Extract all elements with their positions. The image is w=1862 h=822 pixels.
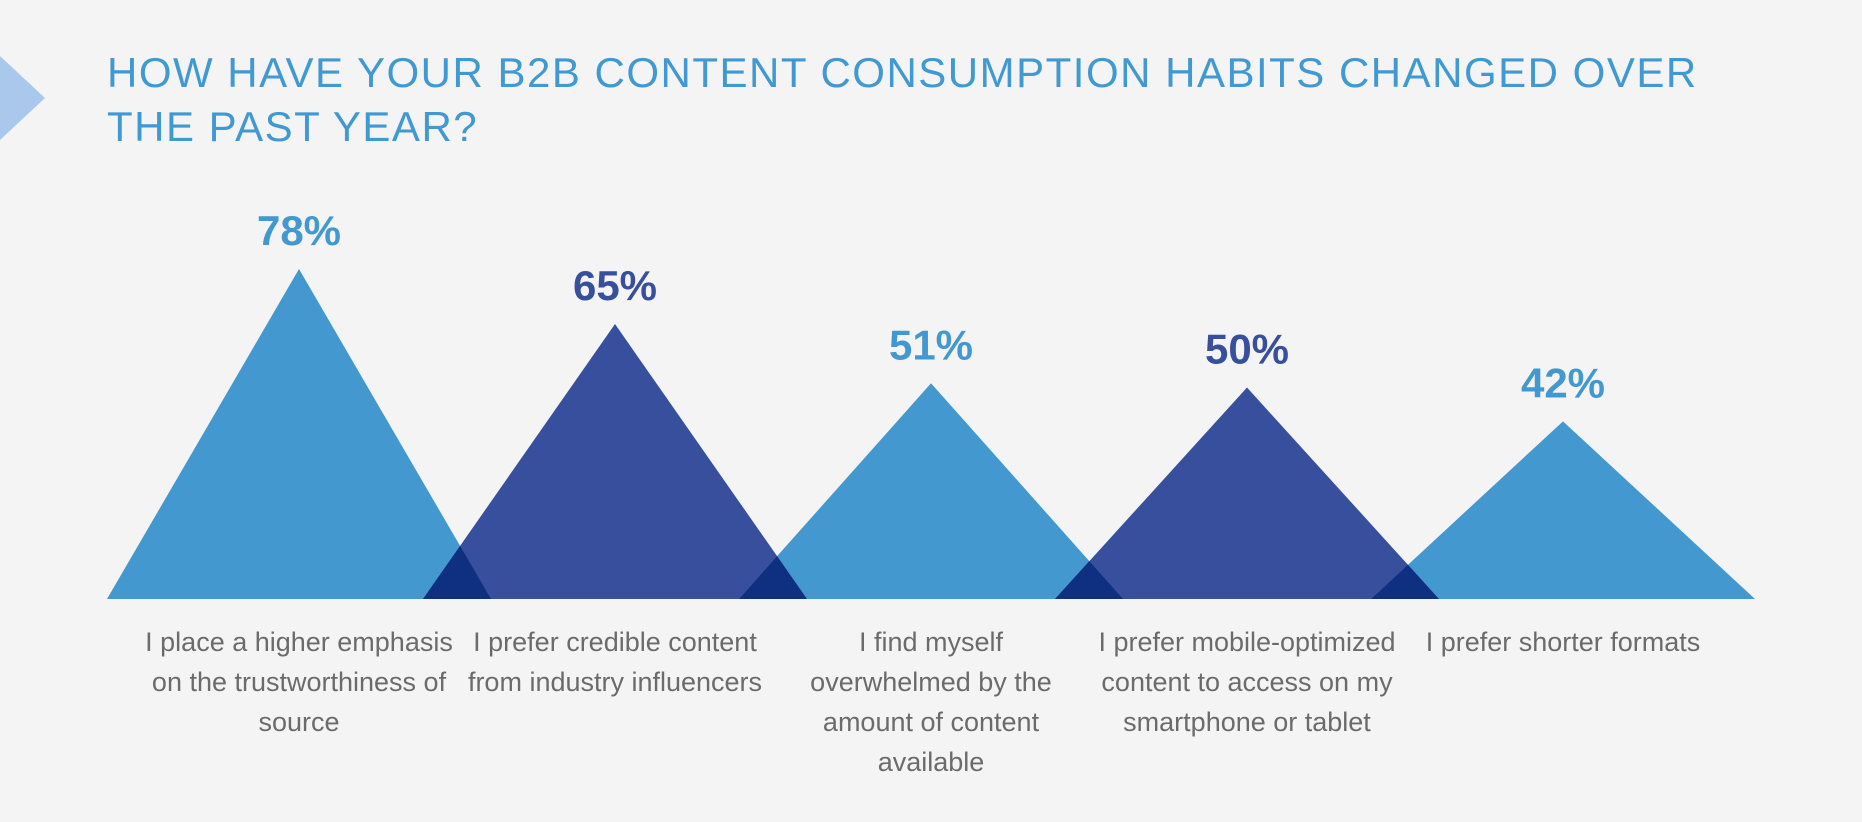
- category-label-2: I prefer credible content from industry …: [467, 627, 763, 697]
- triangle-overlap-4: [1371, 564, 1439, 599]
- triangle-bar-5: [1371, 421, 1755, 599]
- triangle-bar-4: [1055, 387, 1439, 599]
- value-label-2: 65%: [573, 262, 657, 309]
- value-label-4: 50%: [1205, 326, 1289, 373]
- triangle-overlap-1: [423, 545, 491, 599]
- value-label-5: 42%: [1521, 359, 1605, 406]
- triangle-overlap-3: [1055, 561, 1123, 599]
- triangle-bar-1: [107, 269, 491, 599]
- triangle-bar-3: [739, 383, 1123, 599]
- category-label-3: I find myself overwhelmed by the amount …: [810, 627, 1052, 777]
- corner-arrow-icon: [0, 56, 45, 140]
- chart-title: HOW HAVE YOUR B2B CONTENT CONSUMPTION HA…: [107, 49, 1698, 150]
- triangle-bar-2: [423, 324, 807, 599]
- value-label-3: 51%: [889, 321, 973, 368]
- category-label-5: I prefer shorter formats: [1425, 627, 1701, 657]
- category-label-4: I prefer mobile-optimized content to acc…: [1098, 627, 1396, 737]
- triangle-overlap-2: [739, 556, 807, 599]
- category-label-1: I place a higher emphasis on the trustwo…: [145, 627, 453, 737]
- value-label-1: 78%: [257, 207, 341, 254]
